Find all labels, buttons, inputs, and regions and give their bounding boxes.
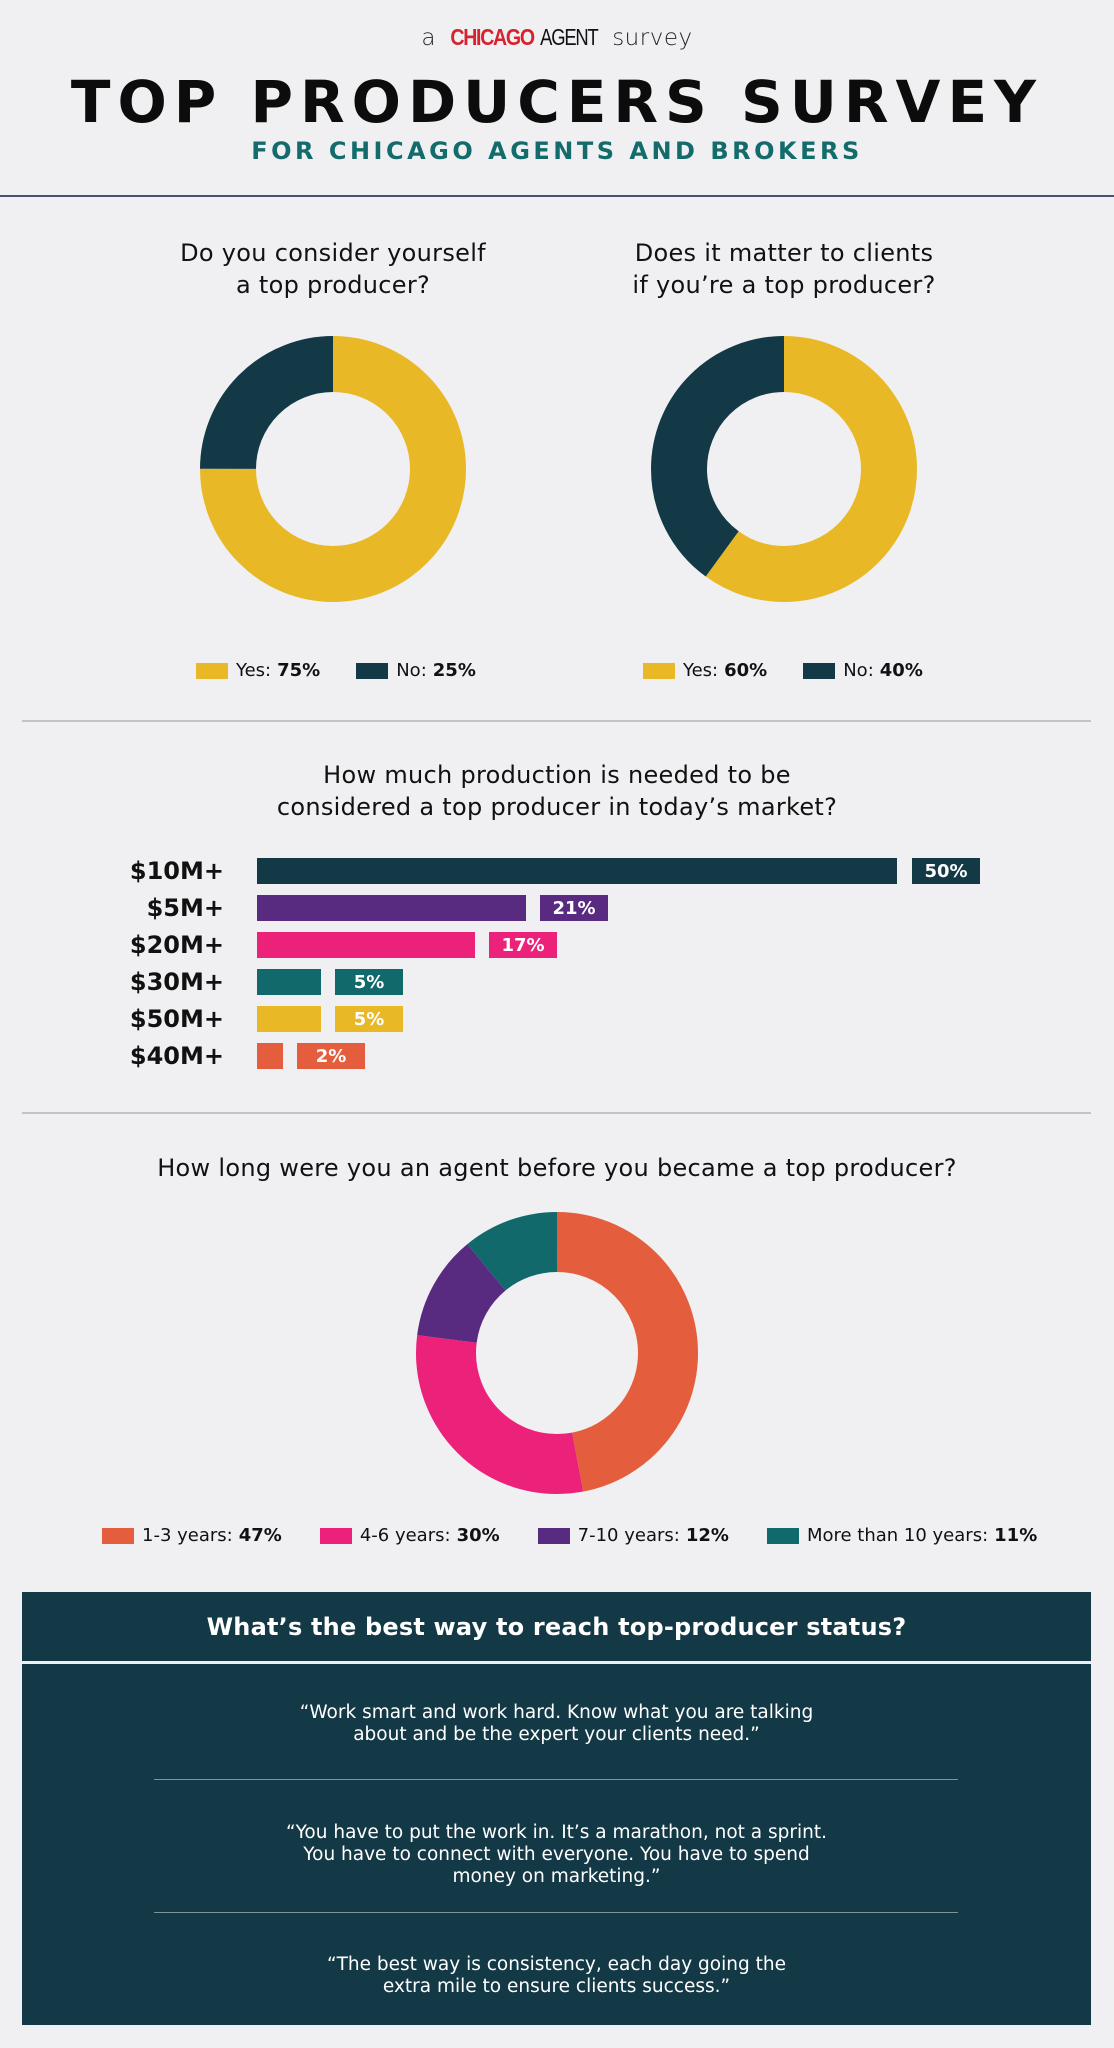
chart1-title: Do you consider yourself a top producer? xyxy=(133,237,533,301)
bar-value-label: 5% xyxy=(335,969,403,995)
donut-chart-top-producer xyxy=(200,336,466,602)
chart4-title: How long were you an agent before you be… xyxy=(157,1154,957,1182)
quote-2: “You have to put the work in. It’s a mar… xyxy=(286,1822,827,1887)
legend-item-no: No: 40% xyxy=(803,660,923,681)
chart2-title-line2: if you’re a top producer? xyxy=(632,271,936,299)
bar-10m xyxy=(257,858,897,884)
quotes-heading: What’s the best way to reach top-produce… xyxy=(22,1592,1091,1661)
chart3-title-line2: considered a top producer in today’s mar… xyxy=(276,793,838,821)
legend-label: No: xyxy=(396,660,427,681)
bar-50m xyxy=(257,1006,321,1032)
chart1-title-line1: Do you consider yourself xyxy=(180,239,486,267)
legend-label: More than 10 years: xyxy=(806,1525,989,1546)
bar-category-label: $20M+ xyxy=(129,931,224,959)
slice-no xyxy=(651,336,917,602)
legend-item-4-6-years: 4-6 years: 30% xyxy=(319,1525,500,1546)
donut-chart-clients-matter xyxy=(651,336,917,602)
brand-logo-agent: AGENT xyxy=(540,24,599,50)
chart2-title-line1: Does it matter to clients xyxy=(634,239,934,267)
legend-item-7-10-years: 7-10 years: 12% xyxy=(537,1525,729,1546)
bar-40m xyxy=(257,1043,283,1069)
legend-label: 4-6 years: xyxy=(359,1525,451,1546)
page-title: TOP PRODUCERS SURVEY xyxy=(70,68,1044,136)
header-divider xyxy=(0,195,1114,197)
slice-more-than-10-years xyxy=(416,1212,698,1494)
legend-swatch-yellow xyxy=(196,662,228,679)
slice-no xyxy=(200,336,466,602)
legend-value: 30% xyxy=(456,1525,500,1546)
legend-swatch-yellow xyxy=(643,662,675,679)
bar-20m xyxy=(257,932,475,958)
chart2-title: Does it matter to clients if you’re a to… xyxy=(584,237,984,301)
bar-value-label: 5% xyxy=(335,1006,403,1032)
legend-label: No: xyxy=(843,660,874,681)
legend-swatch-navy xyxy=(803,662,836,679)
chart4-legend: 1-3 years: 47% 4-6 years: 30% 7-10 years: 1… xyxy=(102,1525,1037,1546)
legend-value: 40% xyxy=(879,660,923,681)
bar-category-label: $50M+ xyxy=(129,1005,224,1033)
chart1-title-line2: a top producer? xyxy=(235,271,431,299)
quote-divider xyxy=(154,1779,958,1780)
slice-4-6-years xyxy=(416,1212,698,1494)
brand-logo-chicago: CHICAGO xyxy=(450,24,536,50)
legend-item-no: No: 25% xyxy=(356,660,476,681)
legend-value: 60% xyxy=(724,660,768,681)
quote-3: “The best way is consistency, each day g… xyxy=(327,1954,786,1997)
section-divider xyxy=(22,1112,1091,1114)
page-subtitle: FOR CHICAGO AGENTS AND BROKERS xyxy=(251,137,863,165)
legend-value: 25% xyxy=(432,660,476,681)
bar-value-label: 2% xyxy=(297,1043,365,1069)
chart3-title: How much production is needed to be cons… xyxy=(0,759,1114,823)
legend-value: 12% xyxy=(685,1525,729,1546)
legend-swatch-navy xyxy=(356,662,389,679)
bar-value-label: 21% xyxy=(540,895,608,921)
legend-item-more-than-10-years: More than 10 years: 11% xyxy=(766,1525,1038,1546)
legend-value: 47% xyxy=(238,1525,282,1546)
quotes-panel: “Work smart and work hard. Know what you… xyxy=(22,1664,1091,2025)
bar-5m xyxy=(257,895,526,921)
bar-value-label: 17% xyxy=(489,932,557,958)
legend-item-yes: Yes: 75% xyxy=(196,660,320,681)
legend-swatch-orange xyxy=(102,1527,134,1544)
legend-label: 1-3 years: xyxy=(142,1525,233,1546)
legend-item-yes: Yes: 60% xyxy=(643,660,767,681)
chart3-title-line1: How much production is needed to be xyxy=(323,761,791,789)
legend-item-1-3-years: 1-3 years: 47% xyxy=(102,1525,282,1546)
legend-swatch-purple xyxy=(537,1527,570,1544)
legend-label: Yes: xyxy=(236,660,272,681)
bar-30m xyxy=(257,969,321,995)
legend-label: Yes: xyxy=(683,660,719,681)
bar-category-label: $5M+ xyxy=(146,894,224,922)
legend-label: 7-10 years: xyxy=(577,1525,680,1546)
legend-swatch-pink xyxy=(319,1527,352,1544)
bar-category-label: $30M+ xyxy=(129,968,224,996)
chart2-legend: Yes: 60% No: 40% xyxy=(643,660,923,681)
quote-1: “Work smart and work hard. Know what you… xyxy=(299,1702,814,1745)
quote-divider xyxy=(154,1912,958,1913)
legend-swatch-teal xyxy=(766,1527,799,1544)
legend-value: 11% xyxy=(994,1525,1038,1546)
bar-value-label: 50% xyxy=(912,858,980,884)
brand-prefix: a xyxy=(421,25,436,51)
chart1-legend: Yes: 75% No: 25% xyxy=(196,660,476,681)
legend-value: 75% xyxy=(277,660,321,681)
section-divider xyxy=(22,720,1091,722)
bar-category-label: $40M+ xyxy=(129,1042,224,1070)
donut-chart-years xyxy=(416,1212,698,1494)
bar-category-label: $10M+ xyxy=(129,857,224,885)
brand-line: a CHICAGO AGENT survey xyxy=(0,24,1114,52)
brand-suffix: survey xyxy=(612,25,693,51)
